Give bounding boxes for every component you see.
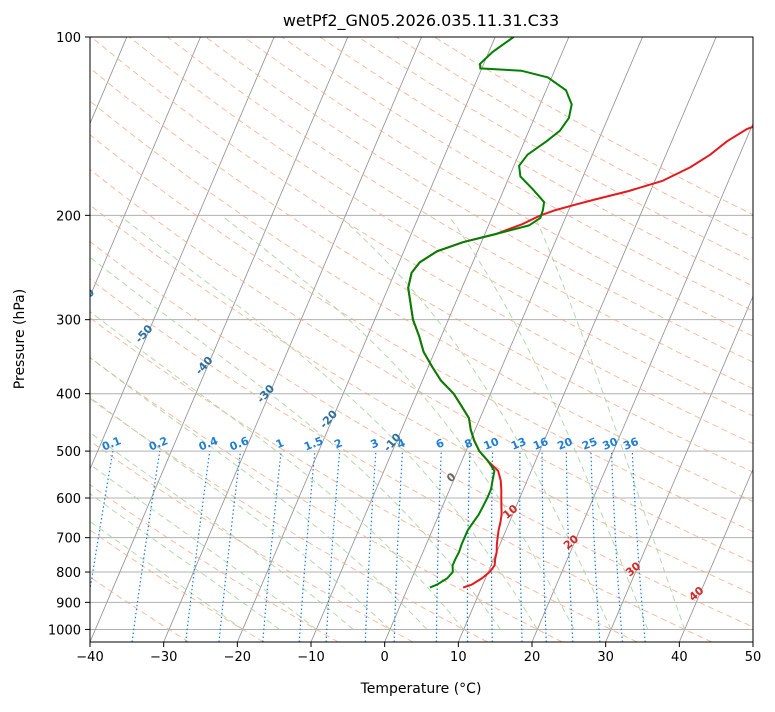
- x-tick-label: 50: [745, 650, 762, 665]
- y-tick-label: 700: [56, 532, 81, 547]
- y-tick-label: 400: [56, 388, 81, 403]
- y-tick-label: 100: [56, 31, 81, 46]
- x-tick-label: −10: [297, 650, 324, 665]
- x-tick-label: −40: [76, 650, 103, 665]
- x-tick-label: 40: [671, 650, 688, 665]
- x-tick-label: −30: [150, 650, 177, 665]
- x-tick-label: 30: [597, 650, 614, 665]
- y-tick-label: 300: [56, 314, 81, 329]
- y-tick-label: 600: [56, 492, 81, 507]
- x-tick-label: 20: [524, 650, 541, 665]
- x-tick-label: 10: [450, 650, 467, 665]
- y-tick-label: 900: [56, 596, 81, 611]
- x-tick-label: −20: [224, 650, 251, 665]
- y-tick-label: 200: [56, 209, 81, 224]
- y-tick-label: 800: [56, 566, 81, 581]
- x-tick-label: 0: [381, 650, 389, 665]
- y-tick-label: 1000: [48, 623, 81, 638]
- x-axis-label: Temperature (°C): [360, 681, 482, 697]
- chart-title: wetPf2_GN05.2026.035.11.31.C33: [283, 11, 559, 31]
- y-tick-label: 500: [56, 445, 81, 460]
- y-axis-label: Pressure (hPa): [12, 289, 28, 389]
